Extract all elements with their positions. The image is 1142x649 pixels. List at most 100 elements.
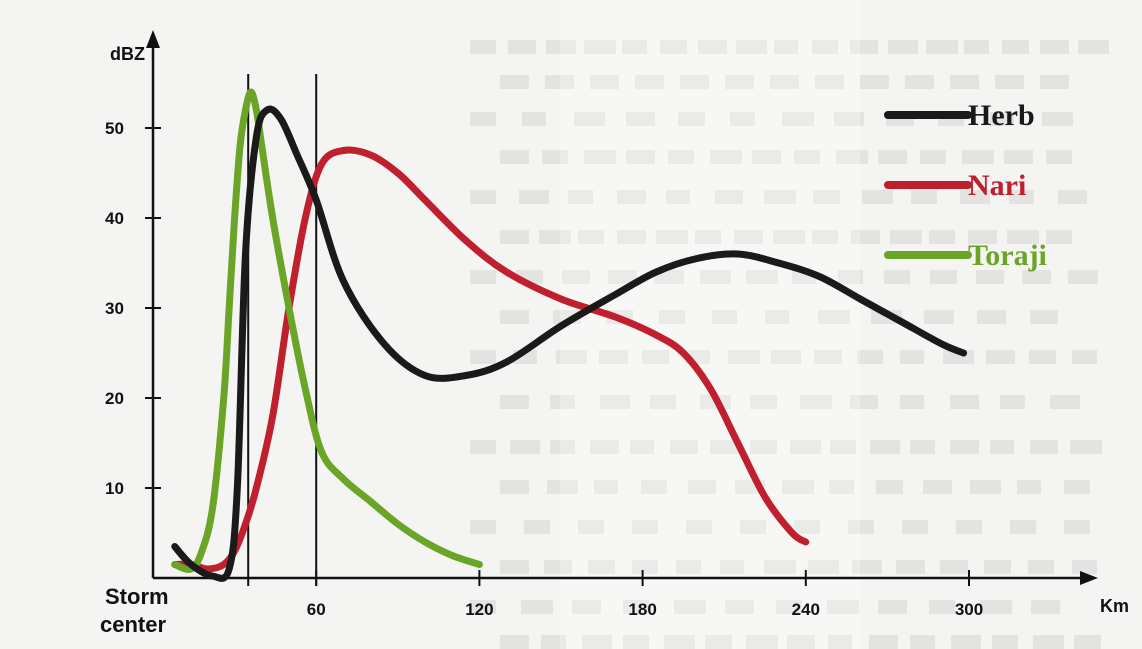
background-glyph xyxy=(584,40,616,54)
background-glyph xyxy=(794,520,820,534)
background-glyph xyxy=(1033,635,1064,649)
background-glyph xyxy=(964,40,989,54)
background-glyph xyxy=(705,635,732,649)
background-glyph xyxy=(787,635,815,649)
background-glyph xyxy=(666,190,690,204)
background-glyph xyxy=(668,150,694,164)
y-axis-label: dBZ xyxy=(110,44,145,64)
background-glyph xyxy=(626,112,655,126)
background-glyph xyxy=(836,150,868,164)
background-glyph xyxy=(590,75,619,89)
background-glyph xyxy=(950,440,979,454)
background-glyph xyxy=(794,150,820,164)
y-tick-group: 10 20 30 40 50 xyxy=(105,119,161,498)
background-glyph xyxy=(470,520,496,534)
background-glyph xyxy=(1007,230,1039,244)
background-glyph xyxy=(950,75,979,89)
background-glyph xyxy=(765,310,789,324)
background-glyph xyxy=(815,75,844,89)
background-glyph xyxy=(850,395,878,409)
background-glyph xyxy=(920,150,946,164)
background-glyph xyxy=(500,635,529,649)
background-glyph xyxy=(940,560,968,574)
legend: Herb Nari Toraji xyxy=(884,99,1047,272)
background-glyph xyxy=(1042,112,1073,126)
background-glyph xyxy=(736,40,767,54)
background-glyph xyxy=(1028,560,1054,574)
legend-label-toraji: Toraji xyxy=(968,239,1047,272)
background-glyph xyxy=(930,270,957,284)
background-glyph xyxy=(890,230,922,244)
background-glyph xyxy=(848,520,874,534)
x-axis-arrow xyxy=(1080,571,1098,585)
y-tick-label: 20 xyxy=(105,389,124,408)
background-glyph xyxy=(470,190,496,204)
background-glyph xyxy=(674,600,706,614)
background-glyph xyxy=(910,635,935,649)
background-glyph xyxy=(1030,310,1058,324)
background-glyph xyxy=(924,310,954,324)
background-glyph xyxy=(852,560,882,574)
storm-center-line: center xyxy=(100,612,166,637)
background-glyph xyxy=(990,112,1014,126)
background-glyph xyxy=(642,350,669,364)
background-glyph xyxy=(1068,270,1098,284)
background-glyph xyxy=(870,440,900,454)
background-glyph xyxy=(550,395,575,409)
series-group xyxy=(171,88,968,582)
background-glyph xyxy=(470,270,496,284)
background-glyph xyxy=(1030,440,1058,454)
background-glyph xyxy=(812,230,838,244)
background-glyph xyxy=(594,480,618,494)
background-glyph xyxy=(676,560,701,574)
background-glyph xyxy=(521,600,553,614)
background-glyph xyxy=(720,560,744,574)
background-glyph xyxy=(818,310,850,324)
background-glyph xyxy=(926,40,958,54)
background-glyph xyxy=(876,480,903,494)
storm-center-line: Storm xyxy=(105,584,169,609)
background-glyph xyxy=(664,635,695,649)
background-glyph xyxy=(500,150,529,164)
background-glyph xyxy=(827,600,859,614)
background-glyph xyxy=(1017,480,1041,494)
background-glyph xyxy=(1046,230,1072,244)
background-glyph xyxy=(715,190,743,204)
background-glyph xyxy=(1009,190,1034,204)
background-glyph xyxy=(500,480,529,494)
background-glyph xyxy=(764,560,796,574)
background-glyph xyxy=(888,40,918,54)
background-glyph xyxy=(617,190,646,204)
background-glyph xyxy=(1050,395,1080,409)
background-glyph xyxy=(960,190,990,204)
background-glyph xyxy=(544,560,572,574)
background-glyph xyxy=(1078,40,1109,54)
background-glyph xyxy=(830,440,856,454)
background-glyph xyxy=(829,480,854,494)
background-glyph xyxy=(860,75,889,89)
y-tick-label: 10 xyxy=(105,479,124,498)
background-glyph xyxy=(562,270,590,284)
x-tick-label: 120 xyxy=(465,600,493,619)
background-glyph xyxy=(600,395,630,409)
background-glyph xyxy=(470,40,496,54)
series-line-toraji xyxy=(171,88,483,573)
background-glyph xyxy=(470,350,496,364)
background-glyph xyxy=(510,440,540,454)
background-glyph xyxy=(782,112,814,126)
background-glyph xyxy=(680,75,709,89)
background-glyph xyxy=(773,230,805,244)
background-glyph xyxy=(1002,40,1029,54)
background-glyph xyxy=(1046,150,1072,164)
background-glyph xyxy=(524,520,550,534)
background-glyph xyxy=(1040,75,1069,89)
background-glyph xyxy=(862,190,893,204)
y-tick-label: 30 xyxy=(105,299,124,318)
x-tick-group: 60 120 180 240 300 xyxy=(307,570,983,619)
background-glyph xyxy=(500,75,529,89)
background-glyph xyxy=(750,395,777,409)
background-glyph xyxy=(710,150,742,164)
background-glyph xyxy=(539,230,571,244)
